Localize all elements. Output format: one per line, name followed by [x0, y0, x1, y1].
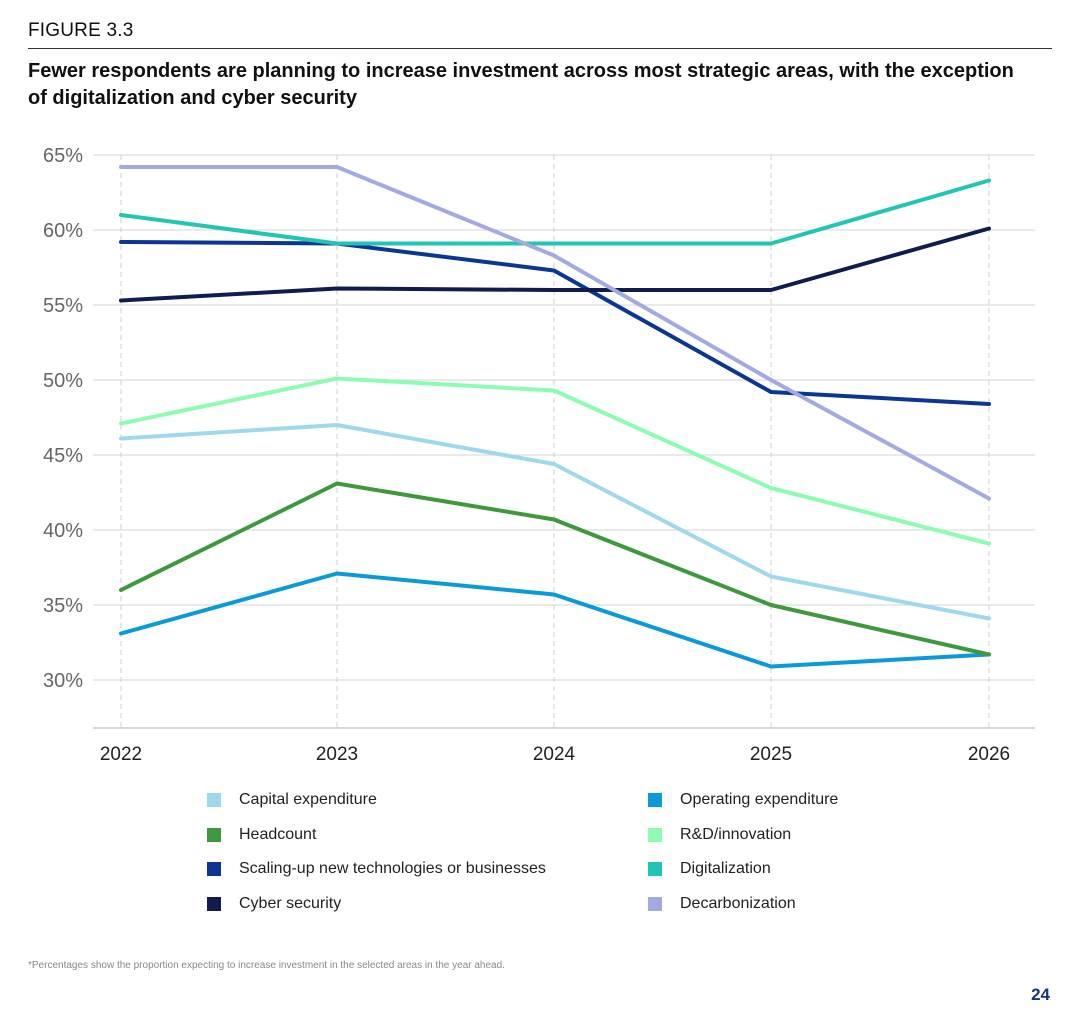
legend-swatch: [648, 862, 662, 876]
series-line-cyber-security: [119, 226, 991, 303]
y-tick-label: 60%: [43, 220, 83, 242]
legend-swatch: [648, 793, 662, 807]
y-tick-label: 30%: [43, 670, 83, 692]
legend-item: Digitalization: [648, 860, 771, 878]
legend-item: Decarbonization: [648, 895, 796, 913]
legend-label: Decarbonization: [680, 894, 796, 912]
line-chart: 30%35%40%45%50%55%60%65% 2022 2023 2024 202…: [43, 145, 1035, 765]
y-tick-label: 35%: [43, 595, 83, 617]
y-tick-label: 45%: [43, 445, 83, 467]
legend-item: Scaling-up new technologies or businesse…: [207, 860, 546, 878]
page-number: 24: [1031, 985, 1050, 1004]
legend-item: Operating expenditure: [648, 791, 838, 809]
legend-item: Capital expenditure: [207, 791, 377, 809]
legend-swatch: [207, 896, 221, 911]
legend-swatch: [207, 862, 221, 876]
y-tick-label: 40%: [43, 520, 83, 542]
legend-label: Cyber security: [239, 894, 342, 912]
y-axis: 30% 35% 40% 45% 50% 55% 60% 65%: [43, 145, 83, 692]
x-tick-label: 2024: [533, 744, 576, 765]
legend-label: R&D/innovation: [680, 825, 792, 843]
figure-label: FIGURE 3.3: [28, 20, 134, 41]
legend-label: Capital expenditure: [239, 791, 377, 808]
legend-label: Operating expenditure: [680, 791, 839, 808]
legend-item: Cyber security: [207, 895, 341, 913]
legend-item: Headcount: [207, 826, 316, 844]
legend-label: Scaling-up new technologies or businesse…: [239, 860, 546, 877]
legend-item: R&D/innovation: [648, 826, 791, 844]
series-line-operating-expenditure: [119, 571, 991, 669]
gridlines: [93, 154, 1035, 728]
x-tick-label: 2022: [100, 744, 142, 765]
x-tick-label: 2025: [750, 744, 792, 765]
series-line-digitalization: [119, 178, 991, 246]
x-tick-label: 2023: [316, 744, 358, 765]
x-tick-label: 2026: [968, 744, 1010, 765]
legend-swatch: [207, 827, 221, 842]
legend-swatch: [648, 827, 662, 842]
y-tick-label: 65%: [43, 145, 83, 167]
legend-swatch: [648, 896, 662, 911]
chart-title: Fewer respondents are planning to increa…: [28, 60, 1014, 109]
legend-label: Headcount: [239, 825, 317, 843]
legend-swatch: [207, 793, 221, 807]
y-tick-label: 55%: [43, 295, 83, 317]
x-axis: 2022 2023 2024 2025 2026: [93, 727, 1035, 765]
title-divider: [28, 48, 1052, 49]
footnote: *Percentages show the proportion expecti…: [28, 960, 505, 971]
legend-label: Digitalization: [680, 860, 771, 877]
y-tick-label: 50%: [43, 370, 83, 392]
series-lines: [119, 165, 991, 669]
